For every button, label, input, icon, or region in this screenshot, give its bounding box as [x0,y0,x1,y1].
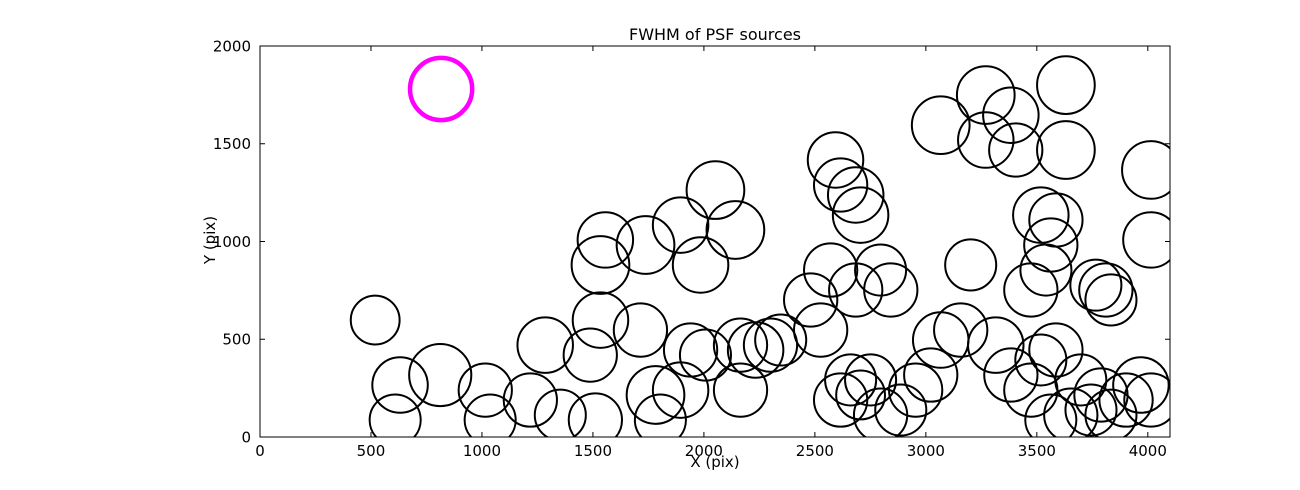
psf-sources-marker [562,327,618,383]
psf-sources-marker [612,302,669,358]
psf-sources-marker [844,353,898,407]
psf-sources-marker [1028,322,1084,378]
x-tick-label: 2000 [685,442,723,460]
psf-sources-marker [955,65,1016,125]
psf-sources-marker [1036,55,1096,115]
psf-sources-marker [793,302,849,358]
psf-sources-marker [1121,140,1170,200]
psf-sources-marker [712,317,769,373]
psf-sources-marker [982,86,1040,144]
psf-sources-marker [826,166,885,224]
data-points [349,55,1170,437]
psf-sources-marker [726,321,785,379]
psf-sources-marker [888,362,944,418]
psf-sources-marker [371,356,429,414]
psf-sources-marker [685,160,746,220]
x-tick-label: 2500 [796,442,834,460]
psf-sources-marker [1012,186,1070,244]
psf-sources-marker [933,302,989,358]
psf-sources-marker [824,353,878,407]
psf-sources-marker [1122,211,1170,269]
psf-sources-marker [783,272,839,328]
psf-sources-marker [1054,353,1108,407]
psf-sources-marker [754,313,808,367]
psf-sources-marker [408,342,473,408]
psf-sources-marker [983,347,1039,403]
psf-sources-marker [625,365,686,425]
psf-sources-marker [1098,372,1154,428]
x-tick-label: 0 [255,442,265,460]
psf-sources-marker [712,362,769,418]
x-axis-label: X (pix) [690,453,740,471]
highlighted-source-marker [407,55,475,123]
psf-sources-marker [1014,333,1068,387]
psf-sources-marker [457,362,513,418]
psf-sources-marker [957,111,1015,169]
psf-sources-marker [1024,393,1078,437]
psf-sources-marker [1123,372,1170,428]
x-tick-label: 500 [357,442,386,460]
psf-sources-marker [911,311,970,369]
psf-sources-marker [1023,217,1079,273]
psf-sources-marker [1069,258,1123,312]
psf-sources-marker [944,238,998,292]
psf-sources-marker [903,347,959,403]
psf-sources-marker [831,186,890,244]
psf-sources-marker [1019,243,1073,297]
y-tick-label: 500 [222,331,251,349]
psf-sources-marker [1036,120,1096,180]
psf-sources-marker [874,383,928,437]
psf-sources-marker [967,316,1025,374]
x-tick-label: 1500 [574,442,612,460]
psf-sources-marker [1112,356,1170,414]
psf-sources-marker [910,95,971,156]
y-tick-label: 0 [241,428,251,446]
psf-sources-marker [1003,362,1059,418]
psf-sources-marker [571,291,630,349]
psf-sources-marker [368,393,422,437]
psf-sources-marker [1028,192,1084,248]
psf-sources-marker [516,316,574,374]
chart-title: FWHM of PSF sources [628,25,801,44]
psf-sources-marker [1043,387,1099,437]
psf-sources-marker [576,211,635,269]
psf-sources-marker [705,200,766,260]
psf-sources-marker [742,317,799,373]
psf-sources-marker [615,215,676,275]
psf-sources-marker [835,369,887,421]
y-tick-label: 2000 [213,37,251,55]
psf-sources-marker [1084,273,1138,327]
psf-sources-marker [502,372,558,428]
psf-sources-marker [633,393,687,437]
y-tick-label: 1000 [213,233,251,251]
psf-sources-marker [854,243,908,297]
x-tick-label: 1000 [463,442,501,460]
psf-sources-marker [988,122,1044,178]
psf-sources-marker [662,322,719,378]
psf-sources-marker [567,392,623,437]
psf-sources-marker [651,196,710,254]
psf-sources-marker [671,236,730,294]
y-axis-label: Y (pix) [201,215,219,265]
psf-sources-marker [570,235,631,295]
x-tick-label: 4000 [1129,442,1167,460]
psf-sources-marker [803,242,859,298]
x-tick-label: 3000 [907,442,945,460]
psf-sources-marker [1078,262,1134,318]
psf-sources-marker [863,262,919,318]
x-tick-label: 3500 [1018,442,1056,460]
psf-sources-marker [349,294,401,346]
psf-sources-marker [1084,388,1138,437]
y-tick-label: 1500 [213,135,251,153]
psf-sources-marker [1064,383,1118,437]
psf-sources-marker [678,328,732,382]
psf-sources-marker [533,388,587,437]
psf-sources-marker [463,393,517,437]
psf-sources-marker [806,131,865,189]
psf-sources-marker [812,157,869,213]
